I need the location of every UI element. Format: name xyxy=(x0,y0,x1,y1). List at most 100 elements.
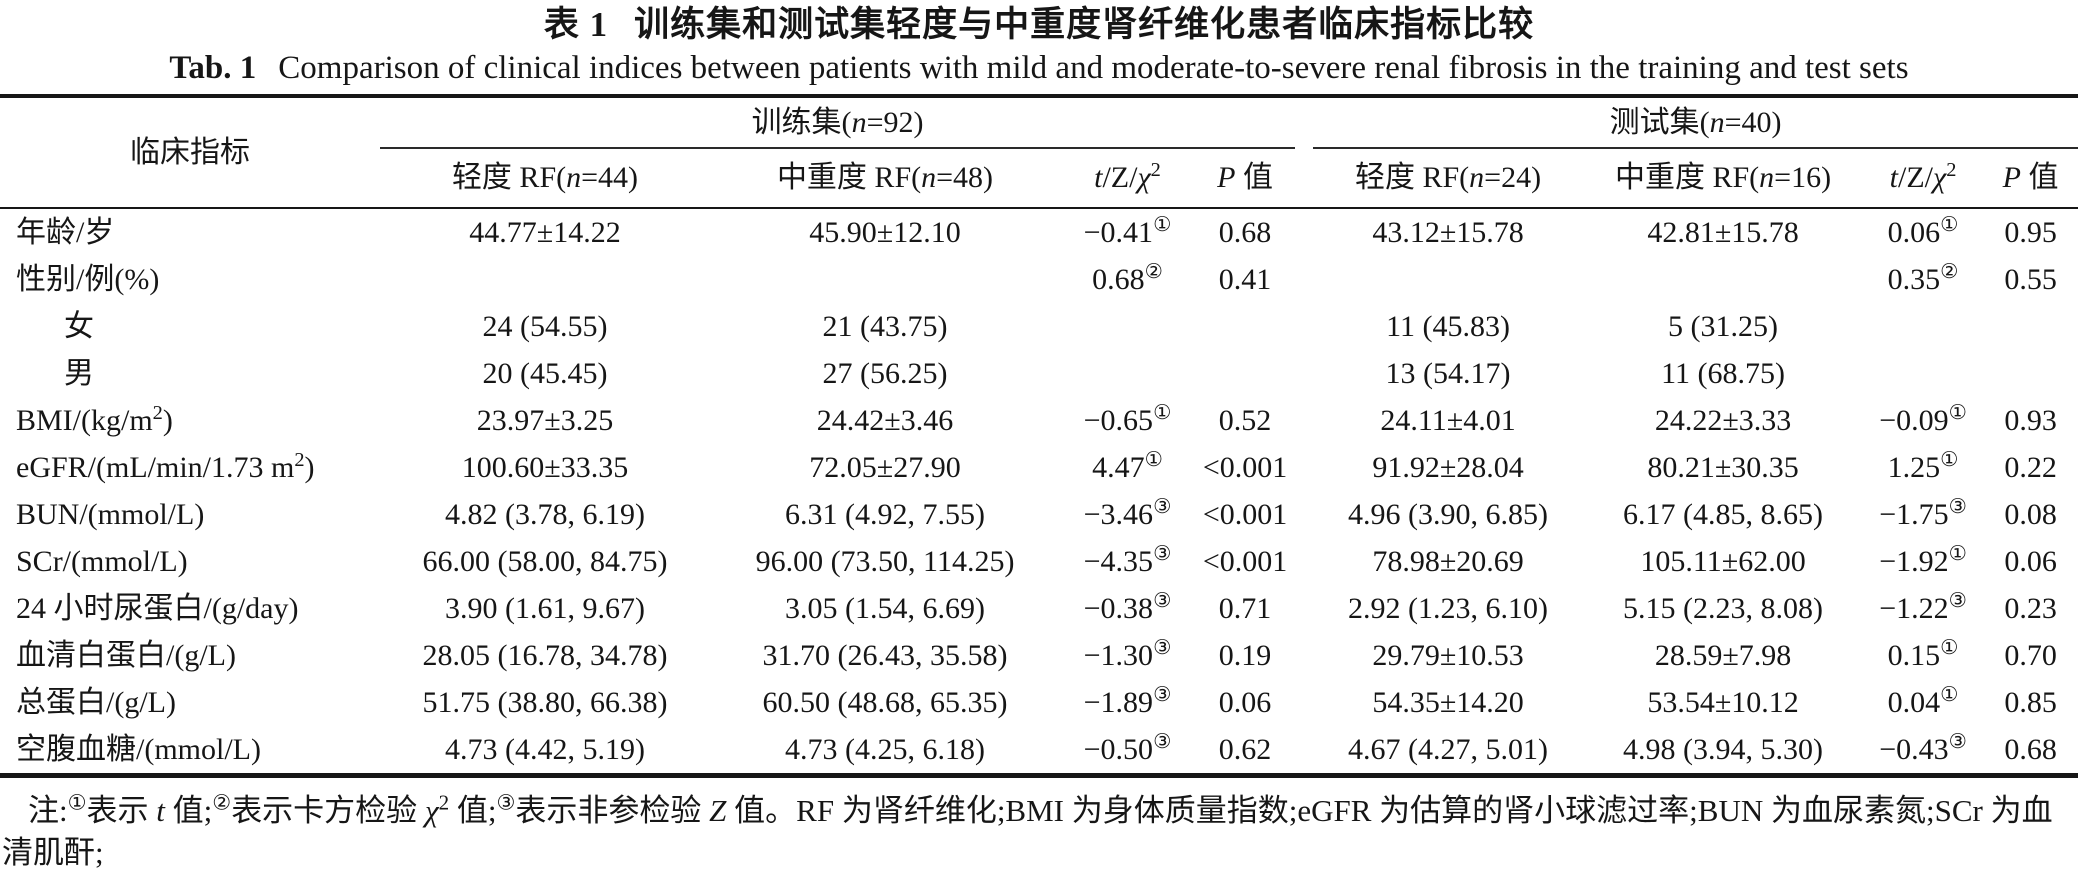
cell-value: 11 (68.75) xyxy=(1661,357,1785,390)
row-label: 总蛋白/(g/L) xyxy=(16,686,176,719)
stat-chi: χ xyxy=(1933,161,1947,194)
cell-value: 4.67 (4.27, 5.01) xyxy=(1348,733,1549,766)
table-title-en: Tab. 1 Comparison of clinical indices bet… xyxy=(0,49,2078,87)
table-number-zh: 表 1 xyxy=(543,5,609,44)
cell-value: 60.50 (48.68, 65.35) xyxy=(762,686,1008,719)
test-severe-label: 中重度 RF( xyxy=(1614,161,1760,194)
column-gap xyxy=(1295,491,1313,538)
header-indicator: 临床指标 xyxy=(0,96,380,209)
test-mild-n: n xyxy=(1469,161,1485,194)
stat-t: t xyxy=(1889,161,1899,194)
cell-value: −1.92① xyxy=(1879,543,1967,578)
header-test-group: 测试集(n=40) xyxy=(1313,96,2078,149)
cell-value: −3.46③ xyxy=(1083,496,1172,531)
header-test-severe-rf: 中重度 RF(n=16) xyxy=(1583,148,1864,209)
p-symbol: P xyxy=(1217,161,1236,194)
stat-chi-sup: 2 xyxy=(1150,159,1161,181)
cell-value: 72.05±27.90 xyxy=(809,451,961,484)
table-row: 空腹血糖/(mmol/L) 4.73 (4.42, 5.19) 4.73 (4.25… xyxy=(0,726,2078,776)
cell-value: 0.68② xyxy=(1092,261,1163,296)
cell-value xyxy=(1983,350,2078,397)
table-body: 年龄/岁 44.77±14.22 45.90±12.10 −0.41① 0.68 43.1… xyxy=(0,208,2078,776)
group-header-row: 临床指标 训练集(n=92) 测试集(n=40) xyxy=(0,96,2078,209)
row-label: 女 xyxy=(64,310,94,343)
cell-value: 66.00 (58.00, 84.75) xyxy=(422,545,668,578)
cell-value: 78.98±20.69 xyxy=(1372,545,1524,578)
footnote-segment: ③ xyxy=(496,790,516,815)
cell-value: 24.11±4.01 xyxy=(1380,404,1516,437)
cell-value: 0.68 xyxy=(1218,216,1272,249)
cell-value: 0.15① xyxy=(1887,637,1959,672)
cell-value: 0.06 xyxy=(1218,686,1272,719)
cell-value: −0.41① xyxy=(1083,214,1172,249)
cell-value: 2.92 (1.23, 6.10) xyxy=(1348,592,1549,625)
cell-value: 0.04① xyxy=(1887,684,1959,719)
cell-value: 91.92±28.04 xyxy=(1372,451,1524,484)
table-row: 24 小时尿蛋白/(g/day) 3.90 (1.61, 9.67) 3.05 (1… xyxy=(0,585,2078,632)
train-severe-n: n xyxy=(921,161,937,194)
test-group-count: =40) xyxy=(1724,106,1782,139)
test-mild-count: =24) xyxy=(1484,161,1542,194)
row-label: 血清白蛋白/(g/L) xyxy=(16,639,236,672)
cell-value: 5 (31.25) xyxy=(1668,310,1779,343)
cell-value: 51.75 (38.80, 66.38) xyxy=(422,686,668,719)
cell-value: 0.68 xyxy=(2004,733,2057,766)
header-train-mild-rf: 轻度 RF(n=44) xyxy=(380,148,710,209)
column-gap xyxy=(1295,585,1313,632)
footnote-segment: t xyxy=(156,793,165,828)
table-row: BMI/(kg/m2) 23.97±3.25 24.42±3.46 −0.65① 0.5… xyxy=(0,397,2078,444)
cell-value: <0.001 xyxy=(1202,545,1288,578)
cell-value: 28.05 (16.78, 34.78) xyxy=(422,639,668,672)
clinical-indices-table: 临床指标 训练集(n=92) 测试集(n=40) 轻度 RF(n=44) 中重度… xyxy=(0,94,2078,778)
cell-value: 54.35±14.20 xyxy=(1372,686,1524,719)
cell-value: 4.73 (4.25, 6.18) xyxy=(785,733,985,766)
cell-value: −0.09① xyxy=(1879,402,1967,437)
cell-value: 23.97±3.25 xyxy=(476,404,614,437)
cell-value: 0.71 xyxy=(1218,592,1272,625)
table-row: 性别/例(%) 0.68② 0.41 0.35② 0.55 xyxy=(0,256,2078,303)
header-train-severe-rf: 中重度 RF(n=48) xyxy=(710,148,1060,209)
column-gap xyxy=(1295,632,1313,679)
cell-value: −0.43③ xyxy=(1879,731,1967,766)
cell-value: 4.73 (4.42, 5.19) xyxy=(445,733,645,766)
test-group-n: n xyxy=(1709,106,1725,139)
table-row: 女 24 (54.55) 21 (43.75) 11 (45.83) 5 (31.25) xyxy=(0,303,2078,350)
footnote-segment: 值; xyxy=(449,793,497,828)
row-label: eGFR/(mL/min/1.73 m2) xyxy=(16,449,315,484)
cell-value xyxy=(1313,256,1583,303)
cell-value: 24 (54.55) xyxy=(482,310,608,343)
table-number-en: Tab. 1 xyxy=(169,50,257,86)
cell-value: 0.06① xyxy=(1887,214,1959,249)
cell-value: −4.35③ xyxy=(1083,543,1172,578)
cell-value: 6.17 (4.85, 8.65) xyxy=(1623,498,1824,531)
column-gap xyxy=(1295,538,1313,585)
cell-value: 44.77±14.22 xyxy=(469,216,621,249)
cell-value: −1.75③ xyxy=(1879,496,1967,531)
cell-value: −1.89③ xyxy=(1083,684,1172,719)
cell-value: 4.98 (3.94, 5.30) xyxy=(1623,733,1824,766)
train-mild-n: n xyxy=(566,161,582,194)
stat-z: /Z/ xyxy=(1102,161,1138,194)
cell-value: 20 (45.45) xyxy=(482,357,608,390)
stat-chi-sup: 2 xyxy=(1946,159,1957,181)
footnote-segment: 表示非参检验 xyxy=(515,793,710,828)
row-label: 年龄/岁 xyxy=(16,216,115,249)
cell-value: 0.95 xyxy=(2004,216,2057,249)
header-test-statistic: t/Z/χ2 xyxy=(1863,148,1984,209)
p-symbol: P xyxy=(2002,161,2021,194)
column-gap xyxy=(1295,444,1313,491)
cell-value: 13 (54.17) xyxy=(1385,357,1511,390)
row-label: BUN/(mmol/L) xyxy=(16,498,205,531)
footnote-segment: 表示卡方检验 xyxy=(231,793,425,828)
row-label: 空腹血糖/(mmol/L) xyxy=(16,733,261,766)
table-title-zh: 表 1 训练集和测试集轻度与中重度肾纤维化患者临床指标比较 xyxy=(0,2,2078,48)
p-label: 值 xyxy=(2020,161,2059,194)
cell-value: −1.22③ xyxy=(1879,590,1967,625)
header-test-p-value: P 值 xyxy=(1983,148,2078,209)
footnote-segment: ② xyxy=(212,790,232,815)
cell-value xyxy=(1060,303,1195,350)
footnote-segment: 注: xyxy=(28,793,68,828)
footnote-segment: 值; xyxy=(164,793,213,828)
footnote-segment: 表示 xyxy=(86,793,157,828)
